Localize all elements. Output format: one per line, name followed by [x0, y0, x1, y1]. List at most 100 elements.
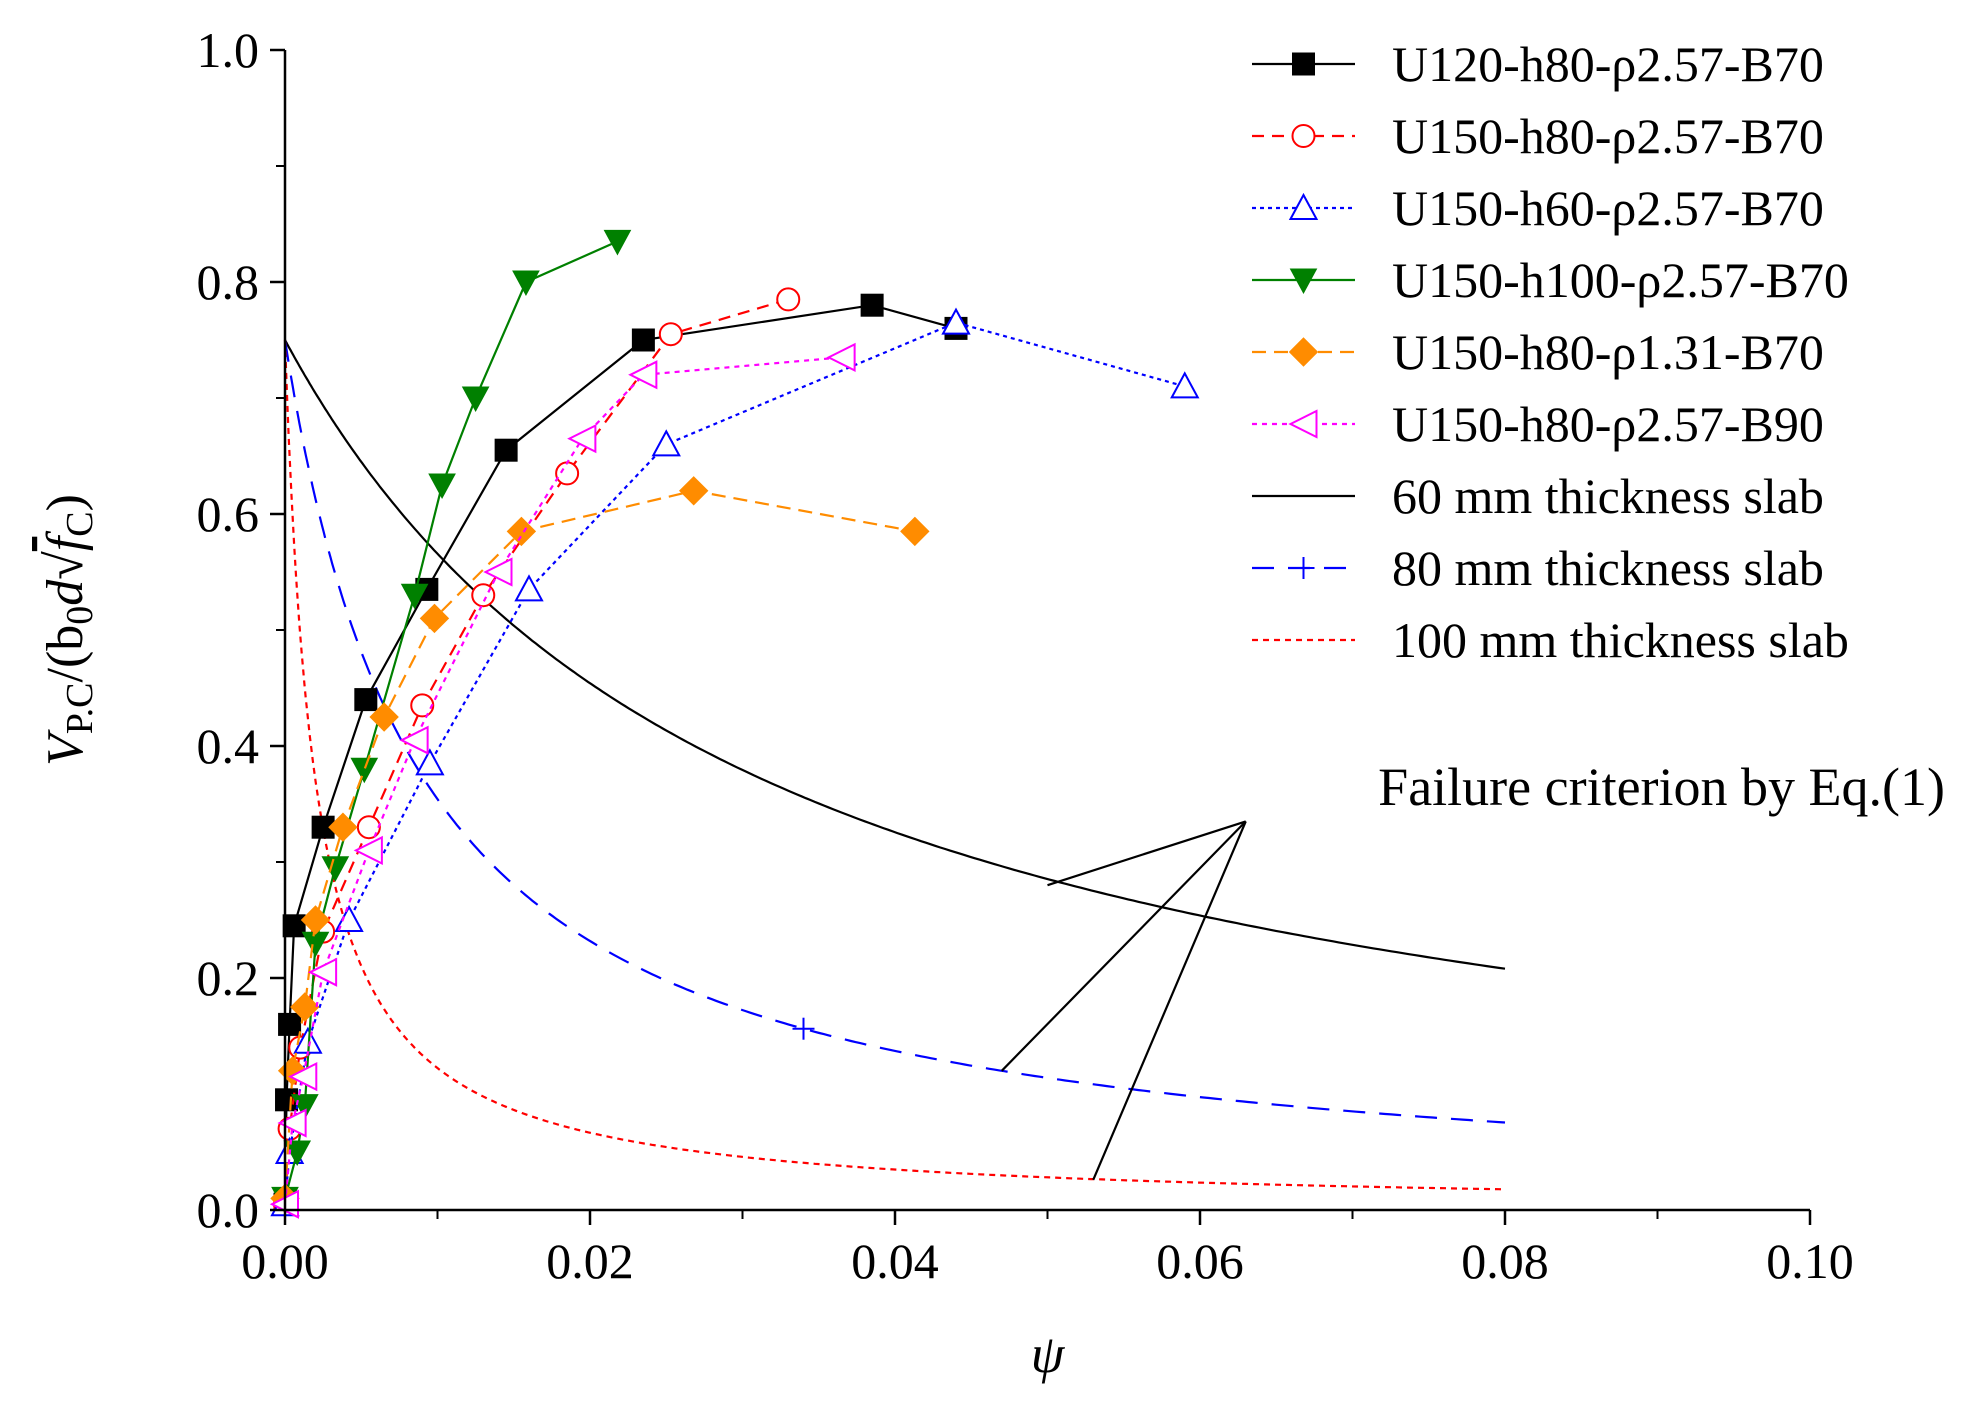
data-point	[300, 905, 331, 935]
y-label-main: V	[37, 729, 94, 766]
legend-marker	[1289, 268, 1318, 295]
criterion-curve-2	[283, 339, 1506, 1124]
annotation-layer: Failure criterion by Eq.(1)	[1000, 757, 1945, 1181]
series-line-4	[283, 240, 618, 1199]
legend-label: U120-h80-ρ2.57-B70	[1392, 36, 1824, 92]
data-point	[603, 229, 632, 256]
criterion-curve-1	[284, 339, 1506, 970]
legend-item-6: U150-h80-ρ2.57-B90	[1252, 396, 1824, 452]
x-axis-label: ψ	[1031, 1324, 1066, 1384]
legend-label: U150-h100-ρ2.57-B70	[1392, 252, 1849, 308]
legend-item-4: U150-h100-ρ2.57-B70	[1252, 252, 1849, 308]
data-point	[301, 931, 330, 958]
data-point	[288, 1061, 318, 1092]
data-point	[512, 270, 540, 297]
legend-marker	[1291, 124, 1316, 148]
y-tick-label: 0.6	[197, 486, 260, 542]
series-line-3	[283, 321, 1186, 1205]
y-tick-label: 0.0	[197, 1182, 260, 1238]
data-point	[631, 328, 655, 352]
data-point	[776, 287, 801, 312]
data-point	[353, 835, 383, 866]
data-point	[506, 516, 537, 547]
legend-label: U150-h80-ρ2.57-B90	[1392, 396, 1824, 452]
data-point	[282, 914, 306, 938]
annotation-arrow-1	[1047, 820, 1247, 887]
data-point	[356, 815, 381, 840]
annotation-arrow-3	[1092, 820, 1247, 1181]
data-point	[826, 342, 856, 373]
x-tick-label: 0.10	[1766, 1233, 1854, 1289]
legend-label: 60 mm thickness slab	[1392, 468, 1824, 524]
legend-item-1: U120-h80-ρ2.57-B70	[1252, 36, 1824, 92]
legend-label: U150-h80-ρ1.31-B70	[1392, 324, 1824, 380]
data-point	[514, 574, 544, 602]
data-point	[410, 693, 435, 718]
y-label-close: )	[37, 494, 94, 511]
data-point	[471, 583, 496, 608]
y-tick-label: 0.2	[197, 950, 260, 1006]
data-point	[555, 461, 580, 486]
data-point	[860, 293, 884, 317]
legend-layer: U120-h80-ρ2.57-B70 U150-h80-ρ2.57-B70 U150…	[1252, 36, 1849, 668]
series-line-6	[283, 356, 842, 1205]
data-point	[658, 322, 683, 347]
criterion-marker-2	[792, 1017, 815, 1040]
legend-marker	[1288, 409, 1318, 439]
data-point	[399, 725, 429, 755]
series-line-2	[283, 298, 789, 1205]
legend-item-7: 60 mm thickness slab	[1252, 468, 1824, 524]
y-label-mid-sub: 0	[59, 606, 101, 625]
data-point	[941, 307, 971, 335]
data-point	[419, 603, 450, 634]
data-point	[461, 386, 490, 413]
data-point	[483, 557, 513, 587]
legend-marker	[1292, 52, 1315, 76]
criterion-curve-3	[283, 339, 1506, 1191]
annotation-text: Failure criterion by Eq.(1)	[1378, 757, 1945, 817]
data-point	[900, 516, 930, 547]
series-4	[271, 229, 632, 1213]
series-layer	[269, 229, 1506, 1219]
data-point	[651, 429, 681, 457]
data-point	[321, 856, 350, 882]
data-point	[369, 702, 399, 732]
legend-item-9: 100 mm thickness slab	[1252, 612, 1849, 668]
data-point	[428, 473, 456, 500]
y-tick-label: 0.4	[197, 718, 260, 774]
y-tick-label: 1.0	[197, 22, 260, 78]
annotation-arrow-2	[1000, 820, 1247, 1072]
series-line-5	[283, 489, 915, 1199]
data-point	[354, 688, 378, 712]
data-point	[277, 1108, 307, 1138]
legend-marker	[1292, 557, 1315, 579]
y-label-main-sub: P.C	[59, 682, 101, 734]
legend-marker	[1288, 192, 1319, 220]
y-label-mid: /(b	[37, 625, 94, 683]
axes-layer: 0.00 0.02 0.04 0.06 0.08 0.10 0.0 0.2 0.4 0.6 0.8 1…	[37, 22, 1854, 1384]
x-tick-label: 0.08	[1461, 1233, 1549, 1289]
x-tick-label: 0.02	[546, 1233, 634, 1289]
data-point	[628, 360, 658, 390]
series-2	[273, 287, 801, 1217]
x-tick-label: 0.06	[1156, 1233, 1244, 1289]
data-point	[290, 992, 320, 1022]
data-point	[494, 438, 518, 462]
legend-marker	[1288, 337, 1319, 367]
legend-item-5: U150-h80-ρ1.31-B70	[1252, 324, 1824, 380]
data-point	[278, 1012, 302, 1036]
data-point	[415, 748, 445, 776]
legend-item-3: U150-h60-ρ2.57-B70	[1252, 180, 1824, 236]
x-tick-label: 0.04	[851, 1233, 939, 1289]
data-point	[307, 957, 338, 987]
data-point	[350, 757, 379, 784]
y-label-mid2: d	[37, 579, 94, 606]
legend-label: 80 mm thickness slab	[1392, 540, 1824, 596]
data-point	[328, 812, 358, 842]
data-point	[678, 476, 709, 506]
legend-label: 100 mm thickness slab	[1392, 612, 1849, 668]
data-point	[567, 423, 597, 454]
series-line-1	[283, 304, 957, 1205]
y-label-root-sub: C	[59, 511, 101, 536]
